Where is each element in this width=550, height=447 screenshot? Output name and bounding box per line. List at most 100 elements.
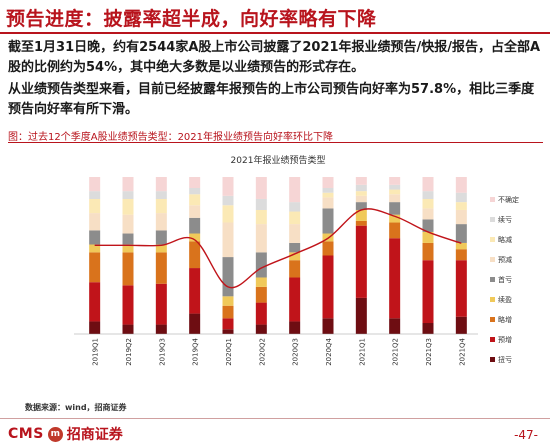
title-rule [0,32,550,34]
logo-cn-text: 招商证券 [66,427,123,443]
x-tick-label-2021Q1: 2021Q1 [358,338,366,366]
bar-segment-2021Q1-预增 [355,225,367,298]
footer-rule [0,418,550,419]
bar-segment-2020Q4-续亏 [322,187,334,193]
x-tick-label-2019Q3: 2019Q3 [158,338,166,366]
bar-segment-2019Q1-不确定 [89,177,101,192]
legend-label-首亏: 首亏 [498,275,512,284]
bar-segment-2021Q1-扭亏 [355,297,367,334]
bar-segment-2021Q4-略增 [455,249,467,261]
bar-segment-2020Q1-扭亏 [222,329,234,334]
bar-segment-2019Q4-略减 [189,194,201,206]
bar-segment-2019Q1-续盈 [89,244,101,253]
bar-segment-2020Q2-略增 [255,286,267,303]
bar-segment-2021Q4-预减 [455,209,467,225]
bar-segment-2021Q3-预增 [422,260,434,324]
bar-segment-2019Q3-续亏 [155,191,167,199]
chart-caption: 图：过去12个季度A股业绩预告类型：2021年报业绩预告向好率环比下降 [8,132,334,143]
bar-segment-2021Q4-略减 [455,202,467,210]
bar-segment-2019Q1-略增 [89,252,101,283]
bar-segment-2020Q2-续盈 [255,277,267,287]
bar-segment-2019Q4-预减 [189,205,201,218]
bar-segment-2019Q3-不确定 [155,177,167,192]
bar-segment-2019Q3-略增 [155,252,167,284]
bar-segment-2020Q3-预增 [289,277,301,322]
bar-segment-2021Q3-预减 [422,208,434,220]
bar-segment-2020Q1-略增 [222,305,234,319]
bar-segment-2020Q4-略增 [322,241,334,256]
bar-segment-2019Q3-续盈 [155,244,167,253]
bar-segment-2021Q3-略减 [422,198,434,209]
bar-segment-2020Q3-续盈 [289,252,301,261]
stacked-bar-chart: 2021年报业绩预告类型 2019Q1 2019Q2 2019Q3 2019Q4 2020… [74,154,519,366]
legend-label-预增: 预增 [498,335,512,344]
bar-segment-2021Q4-扭亏 [455,316,467,334]
bar-segment-2019Q1-续亏 [89,191,101,199]
x-tick-label-2021Q2: 2021Q2 [392,338,400,366]
bar-segment-2021Q4-首亏 [455,224,467,243]
bar-segment-2019Q2-续亏 [122,191,134,199]
bar-segment-2020Q3-预减 [289,224,301,243]
bar-segment-2019Q1-预增 [89,282,101,322]
paragraph-preview-type: 从业绩预告类型来看，目前已经披露年报预告的上市公司预告向好率为57.8%，相比三… [8,82,535,117]
caption-rule [8,142,543,143]
bar-segment-2021Q2-略增 [389,222,401,239]
line-series-good-rate [94,208,462,289]
bar-segment-2019Q2-略减 [122,198,134,215]
bar-segment-2021Q3-续盈 [422,231,434,243]
bar-segment-2021Q4-续亏 [455,192,467,203]
x-tick-label-2020Q1: 2020Q1 [225,338,233,366]
bar-segment-2020Q2-续亏 [255,198,267,210]
bar-segment-2020Q4-扭亏 [322,318,334,334]
bar-segment-2021Q1-续盈 [355,209,367,221]
bar-segment-2021Q4-不确定 [455,177,467,193]
bar-segment-2019Q1-略减 [89,198,101,214]
bar-segment-2019Q2-不确定 [122,177,134,192]
bar-segment-2020Q1-首亏 [222,257,234,297]
bar-segment-2019Q4-不确定 [189,177,201,188]
bar-segment-2020Q2-预增 [255,302,267,325]
bar-segment-2021Q2-预增 [389,238,401,319]
x-tick-label-2020Q3: 2020Q3 [292,338,300,366]
bar-segment-2020Q2-首亏 [255,252,267,278]
legend-label-续盈: 续盈 [498,295,512,304]
bar-segment-2021Q4-预增 [455,260,467,317]
bar-segment-2019Q3-首亏 [155,230,167,245]
bar-segment-2021Q1-首亏 [355,202,367,210]
bar-segment-2020Q2-不确定 [255,177,267,199]
bar-segment-2019Q3-扭亏 [155,324,167,334]
bar-segment-2020Q3-首亏 [289,242,301,253]
legend-swatch-略减 [490,237,495,242]
bar-segment-2019Q2-续盈 [122,244,134,253]
x-tick-label-2021Q4: 2021Q4 [458,337,466,365]
bar-segment-2020Q2-预减 [255,224,267,253]
bar-segment-2021Q2-首亏 [389,202,401,215]
bar-segment-2020Q2-扭亏 [255,324,267,334]
legend-swatch-续盈 [490,297,495,302]
bar-segment-2019Q3-略减 [155,198,167,214]
bar-segment-2020Q1-不确定 [222,177,234,196]
page-number: -47- [514,428,538,442]
x-tick-label-2020Q4: 2020Q4 [325,337,333,365]
legend-label-略减: 略减 [498,235,512,244]
bar-segment-2021Q3-首亏 [422,219,434,232]
legend-swatch-预减 [490,257,495,262]
cms-logo: CMS m 招商证券 [8,424,123,444]
legend-swatch-首亏 [490,277,495,282]
bar-segment-2021Q2-预减 [389,194,401,203]
bar-segment-2019Q4-略增 [189,241,201,269]
paragraph-disclosure: 截至1月31日晚，约有2544家A股上市公司披露了2021年报业绩预告/快报/报… [8,40,541,75]
legend-label-不确定: 不确定 [498,195,519,204]
logo-mark-icon: m [47,426,63,442]
bar-segment-2021Q3-续亏 [422,191,434,199]
x-tick-label-2020Q2: 2020Q2 [258,338,266,366]
bar-segment-2019Q3-预减 [155,213,167,231]
bar-segment-2021Q2-扭亏 [389,318,401,334]
bar-segment-2020Q3-不确定 [289,177,301,203]
legend-label-略增: 略增 [498,315,512,324]
x-tick-label-2021Q3: 2021Q3 [425,338,433,366]
bar-segment-2019Q2-略增 [122,252,134,286]
x-tick-label-2019Q2: 2019Q2 [125,338,133,366]
bar-segment-2020Q4-预增 [322,255,334,319]
bar-segment-2019Q1-扭亏 [89,321,101,334]
